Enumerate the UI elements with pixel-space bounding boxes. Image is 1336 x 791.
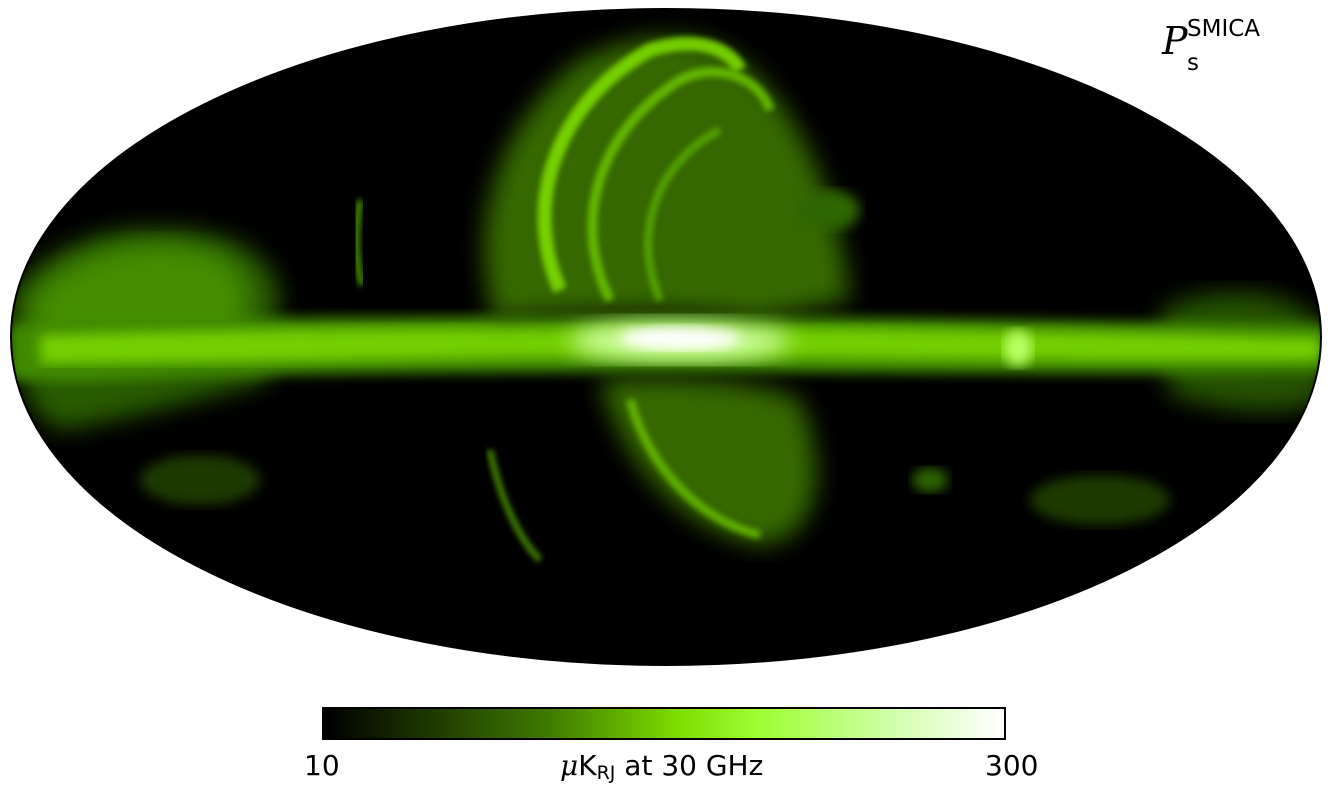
sky-map	[10, 8, 1322, 666]
map-label-symbol: P	[1162, 19, 1188, 63]
map-label-subscript: s	[1187, 50, 1199, 76]
map-label-superscript: SMICA	[1187, 16, 1261, 42]
unit-main: K	[578, 749, 597, 782]
colorbar-max-label: 300	[985, 749, 1039, 782]
colorbar-unit-label: μKRJ at 30 GHz	[560, 752, 763, 783]
map-label: P SMICA s	[1162, 18, 1260, 75]
unit-prefix: μ	[560, 749, 579, 782]
unit-suffix: at 30 GHz	[624, 749, 764, 782]
sky-map-outline	[10, 8, 1322, 666]
colorbar-min-label: 10	[304, 749, 340, 782]
unit-sub: RJ	[596, 762, 616, 784]
emission-layer	[11, 36, 1321, 563]
colorbar	[322, 707, 1006, 740]
